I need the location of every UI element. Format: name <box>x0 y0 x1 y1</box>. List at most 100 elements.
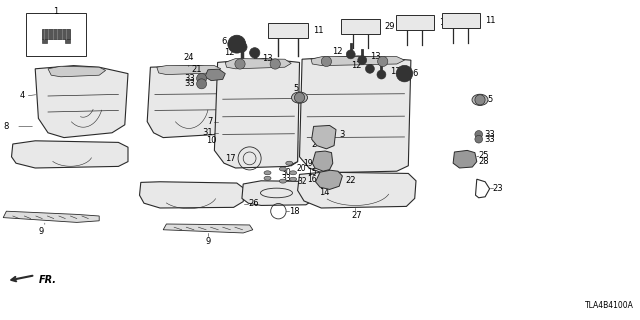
Ellipse shape <box>264 176 271 180</box>
Text: 4: 4 <box>20 92 25 100</box>
Text: FR.: FR. <box>38 275 56 285</box>
Text: 21: 21 <box>191 65 202 74</box>
Text: 10: 10 <box>206 136 216 145</box>
Circle shape <box>237 42 247 52</box>
Text: 12: 12 <box>332 47 342 56</box>
Text: 23: 23 <box>493 184 504 193</box>
Text: 9: 9 <box>39 227 44 236</box>
Circle shape <box>396 65 413 82</box>
Polygon shape <box>225 59 291 69</box>
Text: 1: 1 <box>53 7 58 16</box>
Text: 12: 12 <box>224 48 234 57</box>
Polygon shape <box>298 172 416 208</box>
Text: 28: 28 <box>479 157 490 166</box>
Polygon shape <box>147 66 230 138</box>
Bar <box>26 13 86 56</box>
Text: 27: 27 <box>352 211 362 220</box>
Polygon shape <box>242 181 314 205</box>
Text: 12: 12 <box>351 61 362 70</box>
Text: 15: 15 <box>307 168 317 177</box>
Polygon shape <box>12 141 128 168</box>
Ellipse shape <box>264 171 271 175</box>
Text: TLA4B4100A: TLA4B4100A <box>585 301 634 310</box>
Text: 33: 33 <box>484 130 495 139</box>
Polygon shape <box>35 66 128 138</box>
Polygon shape <box>157 66 221 75</box>
Circle shape <box>377 70 386 79</box>
Text: 7: 7 <box>207 117 212 126</box>
Polygon shape <box>311 57 404 66</box>
Polygon shape <box>316 170 342 189</box>
Polygon shape <box>300 56 411 173</box>
Text: 11: 11 <box>439 18 449 27</box>
Text: 33: 33 <box>282 174 291 183</box>
Polygon shape <box>268 23 308 38</box>
Bar <box>42 28 70 39</box>
Circle shape <box>270 59 280 69</box>
Circle shape <box>235 59 245 69</box>
Text: 29: 29 <box>385 22 395 31</box>
Ellipse shape <box>290 177 296 181</box>
Text: 24: 24 <box>184 53 194 62</box>
Polygon shape <box>214 59 300 168</box>
Text: 31: 31 <box>202 128 212 137</box>
Polygon shape <box>396 15 434 30</box>
Text: 26: 26 <box>248 199 259 208</box>
Text: 13: 13 <box>262 54 273 63</box>
Circle shape <box>228 35 246 53</box>
Text: 16: 16 <box>307 175 317 184</box>
Ellipse shape <box>290 171 296 175</box>
Text: 3: 3 <box>339 130 344 139</box>
Circle shape <box>294 92 305 103</box>
Text: 13: 13 <box>390 67 401 76</box>
Text: 17: 17 <box>225 154 236 163</box>
Polygon shape <box>442 13 480 28</box>
Circle shape <box>321 56 332 67</box>
Text: 14: 14 <box>319 188 329 197</box>
Text: 33: 33 <box>184 79 195 88</box>
Ellipse shape <box>280 179 286 183</box>
Circle shape <box>358 56 367 65</box>
Circle shape <box>378 56 388 67</box>
Text: 25: 25 <box>479 151 489 160</box>
Circle shape <box>475 135 483 143</box>
Polygon shape <box>221 136 298 166</box>
Text: 13: 13 <box>371 52 381 61</box>
Polygon shape <box>163 224 253 233</box>
Bar <box>42 39 47 43</box>
Circle shape <box>475 95 485 105</box>
Ellipse shape <box>280 167 286 171</box>
Text: 5: 5 <box>488 95 493 104</box>
Text: 33: 33 <box>484 135 495 144</box>
Circle shape <box>196 79 207 89</box>
Text: 9: 9 <box>205 237 211 246</box>
Text: 33: 33 <box>184 74 195 83</box>
Text: 2: 2 <box>311 140 316 149</box>
Polygon shape <box>312 125 336 149</box>
Circle shape <box>196 73 207 84</box>
Text: 5: 5 <box>293 84 298 93</box>
Polygon shape <box>453 150 477 168</box>
Text: 6: 6 <box>222 37 227 46</box>
Bar <box>65 39 70 43</box>
Polygon shape <box>140 182 244 208</box>
Text: 32: 32 <box>297 177 307 186</box>
Text: 8: 8 <box>3 122 8 131</box>
Polygon shape <box>3 211 99 222</box>
Ellipse shape <box>472 94 488 106</box>
Circle shape <box>365 64 374 73</box>
Polygon shape <box>341 19 380 34</box>
Circle shape <box>250 48 260 58</box>
Text: 20: 20 <box>297 164 307 173</box>
Text: 19: 19 <box>303 159 313 168</box>
Text: 22: 22 <box>346 176 356 185</box>
Ellipse shape <box>286 161 292 165</box>
Polygon shape <box>205 69 225 81</box>
Ellipse shape <box>292 92 308 103</box>
Text: 11: 11 <box>485 16 495 25</box>
Polygon shape <box>312 151 333 171</box>
Text: 30: 30 <box>282 168 291 177</box>
Text: 11: 11 <box>313 26 323 35</box>
Circle shape <box>475 131 483 138</box>
Text: 18: 18 <box>289 207 300 216</box>
